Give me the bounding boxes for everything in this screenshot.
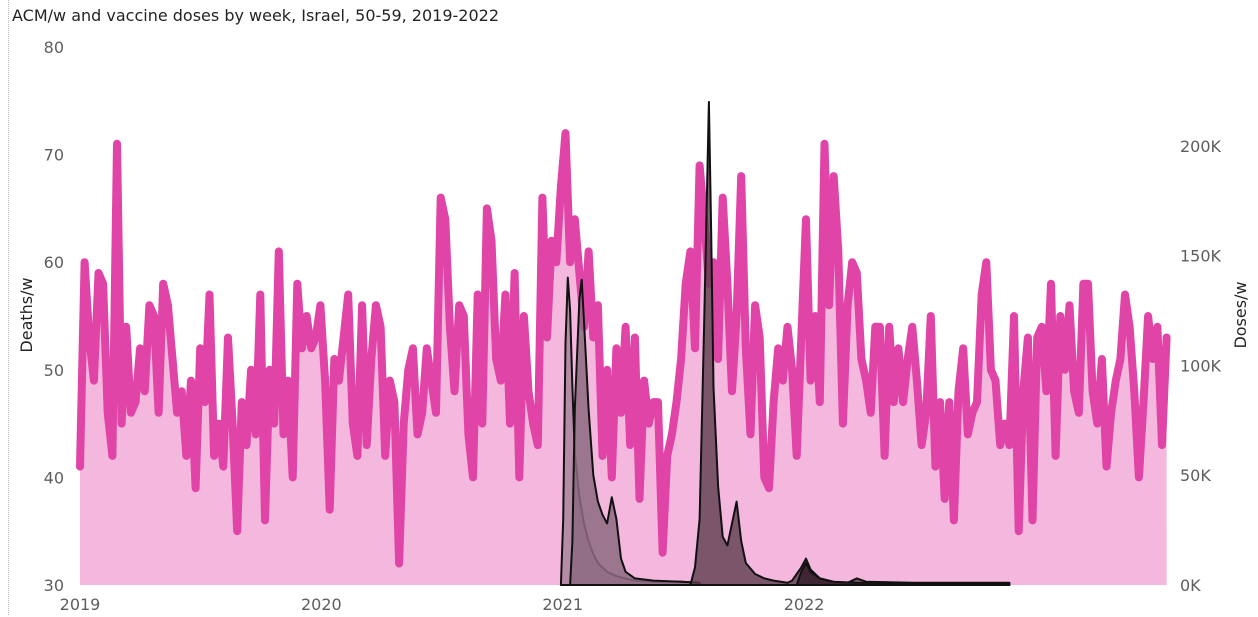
y-axis-right: 0K 50K 100K 150K 200K — [1180, 137, 1222, 595]
y-tick-label: 60 — [44, 253, 64, 272]
acm-series — [76, 129, 1171, 585]
x-tick-label: 2022 — [784, 595, 825, 614]
y2-tick-label: 0K — [1180, 576, 1201, 595]
x-tick-label: 2021 — [542, 595, 583, 614]
y2-tick-label: 100K — [1180, 356, 1222, 375]
acm-line — [76, 129, 1171, 568]
doses-series — [559, 100, 1011, 586]
y2-tick-label: 50K — [1180, 466, 1211, 485]
y2-axis-title: Doses/w — [1231, 281, 1250, 348]
dose-area-2 — [569, 278, 701, 586]
y-tick-label: 50 — [44, 361, 64, 380]
dose-area-3 — [689, 100, 1011, 586]
x-axis: 2019 2020 2021 2022 — [60, 595, 825, 614]
acm-area — [80, 133, 1167, 585]
dose-area-4 — [795, 562, 1011, 586]
y2-tick-label: 150K — [1180, 247, 1222, 266]
y-tick-label: 70 — [44, 146, 64, 165]
y-axis-title: Deaths/w — [17, 277, 36, 352]
y2-tick-label: 200K — [1180, 137, 1222, 156]
y-tick-label: 80 — [44, 38, 64, 57]
x-tick-label: 2020 — [301, 595, 342, 614]
chart-title: ACM/w and vaccine doses by week, Israel,… — [12, 6, 500, 25]
y-tick-label: 30 — [44, 576, 64, 595]
y-tick-label: 40 — [44, 468, 64, 487]
y-axis-left: 30 40 50 60 70 80 — [44, 38, 64, 595]
chart-frame — [8, 0, 1257, 615]
x-tick-label: 2019 — [60, 595, 101, 614]
